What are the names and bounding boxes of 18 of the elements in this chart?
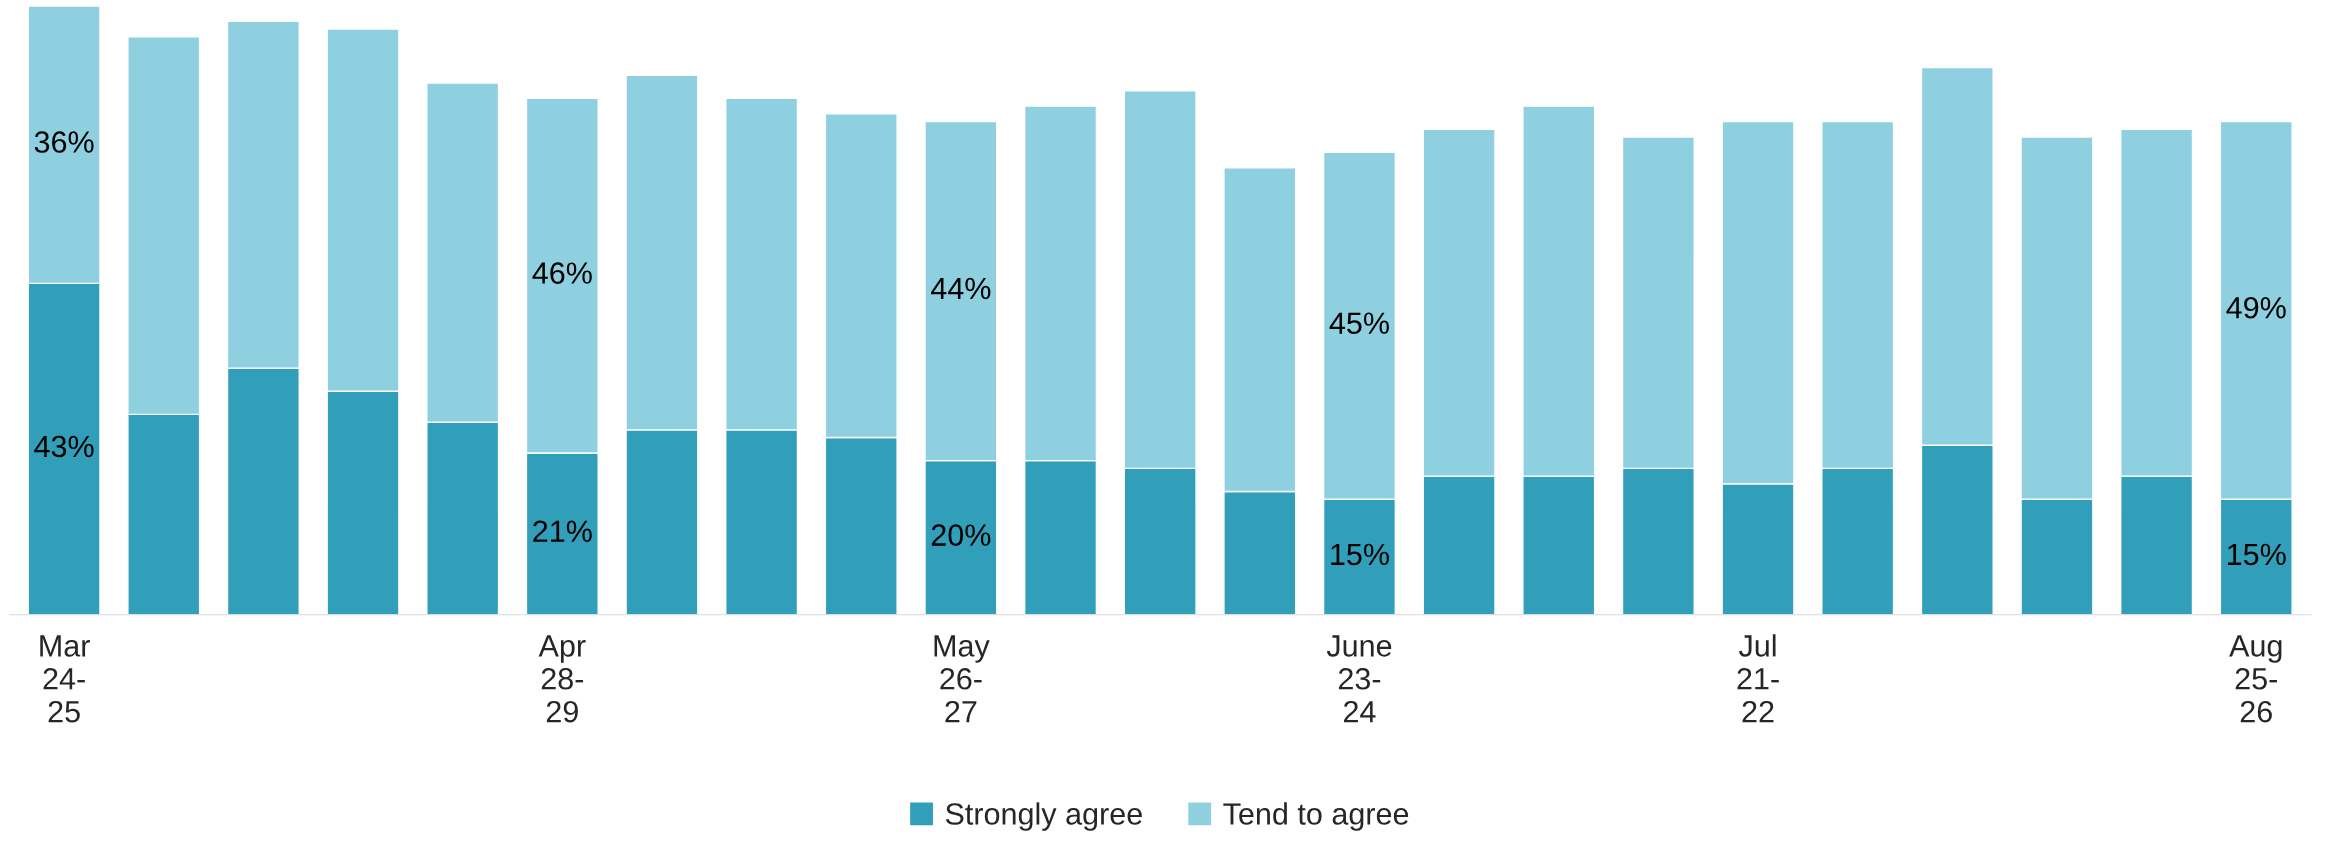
data-label: 49% <box>2226 296 2286 319</box>
data-label: 21% <box>533 520 592 542</box>
x-tick-label: June 23- 24 <box>1326 635 1392 723</box>
data-label: 46% <box>532 262 592 284</box>
legend-label: Tend to agree <box>1223 802 1409 831</box>
x-tick-label: Apr 28- 29 <box>538 635 586 723</box>
data-label: 44% <box>931 277 991 300</box>
data-label: 20% <box>931 524 991 546</box>
x-tick-label: Mar 24- 25 <box>40 635 90 723</box>
x-tick-label: Aug 25- 26 <box>2229 635 2282 723</box>
x-tick-label: Jul 21- 22 <box>1737 634 1779 723</box>
data-label: 15% <box>2228 543 2286 566</box>
legend-label: Strongly agree <box>945 802 1142 831</box>
x-tick-label: May 26- 27 <box>934 635 990 723</box>
data-label: 36% <box>34 131 94 153</box>
data-label: 43% <box>34 435 94 458</box>
data-label: 15% <box>1331 543 1389 566</box>
data-label: 45% <box>1329 312 1389 334</box>
